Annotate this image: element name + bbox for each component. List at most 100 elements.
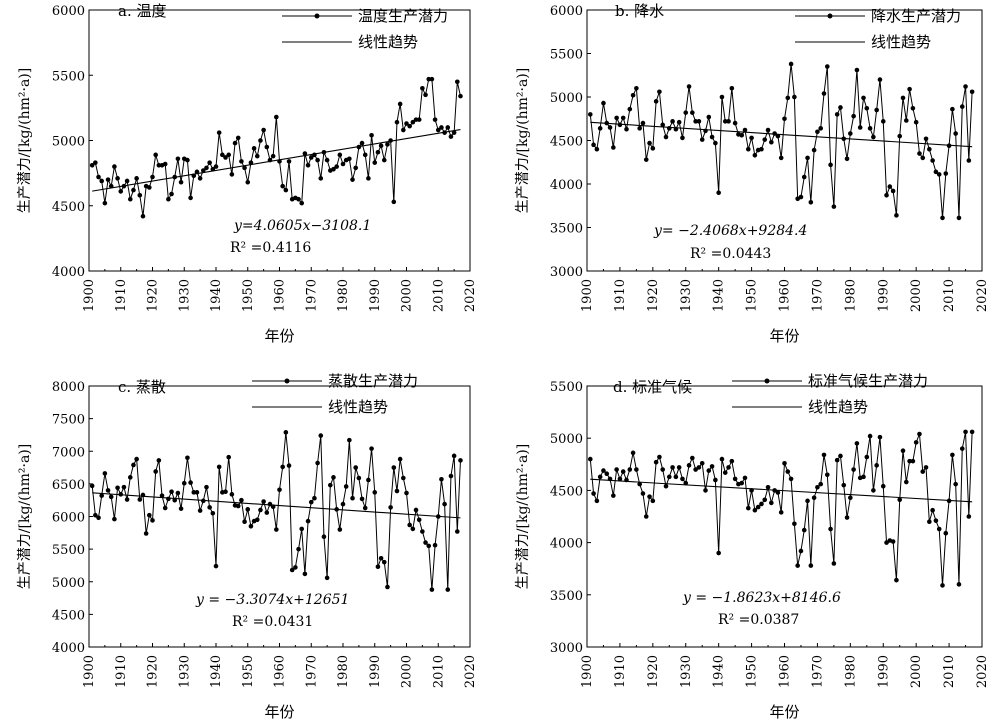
panel-a-temperature: 1900 1910 1920 1930 1940 1950 1960 1970 1980 1990… (17, 2, 478, 345)
x-tick-label: 2020 (463, 279, 478, 312)
data-point (432, 117, 438, 122)
data-point (943, 530, 949, 536)
data-point (401, 127, 406, 133)
data-point (426, 76, 432, 82)
y-tick-label: 5000 (52, 576, 85, 591)
data-point (867, 126, 873, 131)
panel-title: b. 降水 (615, 2, 664, 20)
data-point (204, 165, 209, 171)
data-point (153, 152, 158, 158)
data-point (201, 168, 206, 173)
data-point (458, 458, 463, 463)
data-point (587, 112, 593, 117)
x-tick-label: 2000 (909, 279, 924, 312)
data-point (690, 110, 695, 115)
x-tick-label: 1910 (114, 279, 129, 312)
data-point (197, 176, 203, 181)
data-point (188, 195, 193, 201)
x-tick-label: 1980 (336, 655, 351, 688)
data-point (407, 123, 412, 129)
data-point (112, 516, 117, 522)
data-point (643, 514, 649, 519)
data-point (676, 119, 682, 125)
x-axis-label: 年份 (264, 703, 294, 721)
data-point (940, 583, 945, 588)
data-point (439, 125, 444, 130)
x-tick-label: 1950 (745, 655, 760, 688)
data-point (861, 95, 866, 101)
data-point (864, 454, 870, 460)
data-point (102, 200, 108, 206)
data-point (356, 475, 362, 481)
data-point (729, 458, 735, 464)
data-point (637, 126, 642, 131)
panel-title: a. 温度 (118, 2, 166, 20)
r-squared: R² =0.4116 (230, 240, 311, 256)
data-point (920, 469, 926, 474)
data-point (838, 105, 843, 110)
data-point (169, 489, 174, 495)
y-tick-label: 8000 (52, 380, 85, 395)
data-point (385, 142, 390, 147)
x-tick-label: 1900 (580, 279, 595, 312)
data-point (805, 155, 810, 161)
data-point (134, 176, 139, 181)
data-point (913, 119, 919, 125)
r-squared: R² =0.0387 (718, 612, 799, 628)
data-point (683, 110, 689, 115)
x-tick-label: 2020 (975, 655, 990, 688)
data-point (818, 126, 824, 131)
data-point (388, 505, 393, 510)
data-point (880, 483, 886, 489)
data-point (890, 188, 896, 194)
data-point (864, 106, 870, 111)
data-point (274, 527, 279, 532)
data-point (426, 543, 432, 549)
data-point (775, 490, 781, 495)
data-point (630, 450, 636, 456)
data-point (166, 196, 171, 202)
data-point (762, 137, 768, 142)
data-point (828, 162, 833, 168)
x-tick-label: 1910 (613, 655, 628, 688)
data-point (413, 507, 419, 513)
series-line-温度生产潜力 (91, 78, 461, 217)
x-tick-label: 1950 (745, 279, 760, 312)
data-point (907, 86, 912, 92)
data-point (867, 433, 873, 439)
data-point (343, 484, 349, 489)
data-point (293, 565, 298, 570)
data-point (226, 454, 231, 460)
legend-marker (284, 378, 290, 384)
data-point (874, 463, 879, 468)
data-point (647, 140, 652, 146)
data-point (337, 527, 343, 532)
data-point (308, 155, 314, 160)
x-tick-label: 1990 (368, 279, 383, 312)
data-point (894, 213, 899, 218)
data-point (429, 587, 435, 592)
data-point (956, 215, 962, 221)
data-point (315, 157, 320, 163)
data-point (207, 160, 212, 165)
data-point (897, 133, 903, 139)
data-point (127, 196, 133, 202)
data-point (448, 473, 454, 479)
data-point (131, 187, 136, 193)
data-point (420, 529, 425, 534)
data-point (147, 185, 152, 190)
data-point (930, 158, 935, 163)
data-point (587, 456, 593, 462)
x-tick-label: 1970 (810, 279, 825, 312)
data-point (643, 157, 649, 162)
data-point (808, 199, 814, 205)
data-point (181, 480, 187, 486)
data-point (755, 504, 761, 510)
data-point (805, 498, 810, 504)
x-tick-label: 1980 (843, 655, 858, 688)
data-point (884, 540, 889, 545)
x-tick-label: 2000 (909, 655, 924, 688)
y-tick-label: 5000 (52, 135, 85, 150)
data-point (451, 453, 457, 459)
